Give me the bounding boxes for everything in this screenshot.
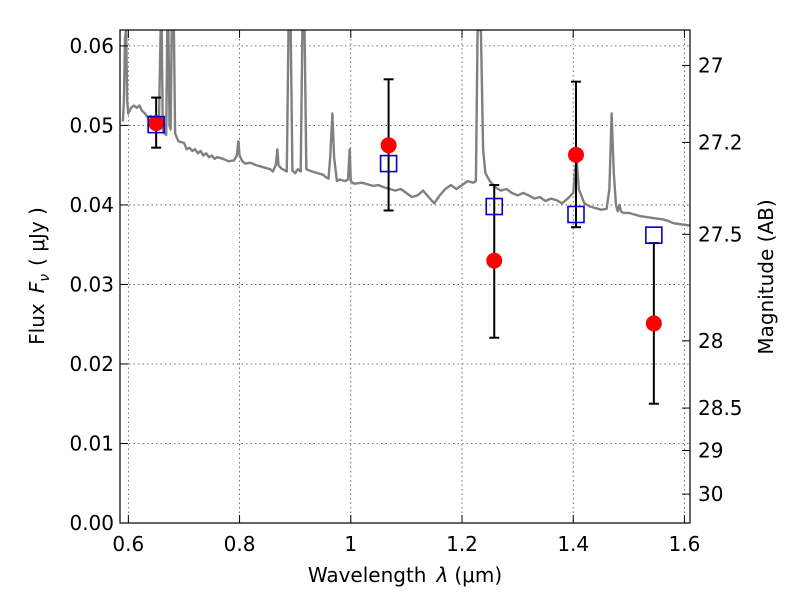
y2-tick-label: 27: [698, 53, 723, 77]
error-bars: [151, 78, 659, 405]
observed-point: [380, 137, 397, 154]
y-tick-label: 0.02: [69, 352, 114, 376]
x-tick-label: 1.2: [446, 532, 478, 556]
model-point: [379, 154, 398, 173]
y-axis-label: FluxFν( μJy ): [25, 207, 53, 345]
y2-tick-label: 28: [698, 329, 723, 353]
y2-tick-label: 27.2: [698, 130, 743, 154]
x-tick-label: 1.4: [557, 532, 589, 556]
y-tick-label: 0.00: [69, 511, 114, 535]
model-point: [645, 226, 663, 244]
model-point: [147, 115, 165, 134]
y2-axis-label: Magnitude (AB): [754, 199, 778, 354]
model-point: [567, 205, 585, 224]
y2-tick-label: 30: [698, 482, 723, 506]
y-tick-label: 0.06: [69, 34, 114, 58]
y2-axis: 27 27.2 27.5 28 28.5 29 30: [682, 53, 743, 506]
observed-point: [486, 252, 503, 269]
model-markers: [147, 115, 663, 244]
x-axis: 0.6 0.8 1 1.2 1.4 1.6: [112, 30, 700, 556]
observed-point: [568, 146, 584, 163]
y-tick-label: 0.01: [69, 431, 114, 455]
observed-point: [148, 115, 165, 132]
observed-point: [645, 315, 662, 332]
y2-tick-label: 29: [698, 438, 723, 462]
plot-frame: [119, 29, 691, 524]
y2-tick-label: 28.5: [698, 396, 743, 420]
x-tick-label: 0.6: [112, 532, 144, 556]
x-tick-label: 1: [344, 532, 357, 556]
y-tick-label: 0.05: [69, 113, 114, 137]
x-axis-label: Wavelength λ (μm): [308, 563, 502, 587]
x-tick-label: 1.6: [669, 532, 701, 556]
observed-markers: [148, 115, 662, 332]
x-tick-label: 0.8: [224, 532, 256, 556]
model-spectrum: [121, 30, 690, 227]
y-tick-label: 0.04: [69, 193, 114, 217]
spectrum-line: [121, 30, 690, 227]
grid-lines: [120, 30, 690, 523]
y-tick-label: 0.03: [69, 272, 114, 296]
model-point: [485, 197, 504, 216]
y-axis: 0.00 0.01 0.02 0.03 0.04 0.05 0.06: [69, 34, 128, 535]
y2-tick-label: 27.5: [698, 222, 743, 246]
